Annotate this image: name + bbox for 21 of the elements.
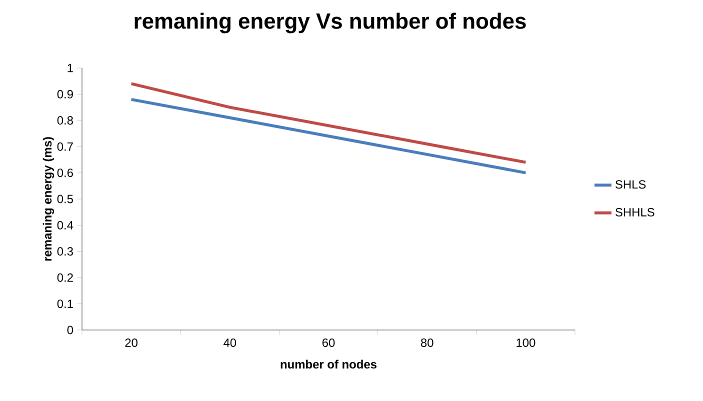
y-tick-label: 0.8: [57, 116, 73, 125]
y-tick-label: 1: [68, 64, 73, 72]
y-tick-label: 0: [67, 326, 74, 334]
y-tick-label: 0.6: [57, 168, 73, 178]
y-axis-title: remaning energy (ms): [42, 137, 54, 261]
y-tick-label: 0.9: [57, 90, 73, 98]
legend-label: SHHLS: [616, 208, 654, 216]
x-tick-label: 40: [224, 338, 236, 347]
y-tick-label: 0.7: [57, 142, 73, 151]
legend-label: SHLS: [616, 180, 646, 189]
y-tick-label: 0.1: [57, 300, 73, 308]
y-tick-label: 0.5: [57, 194, 73, 204]
x-tick-label: 20: [125, 338, 138, 347]
x-tick-label: 80: [420, 338, 434, 347]
y-tick-label: 0.4: [57, 220, 74, 230]
x-tick-label: 100: [516, 338, 536, 347]
y-tick-label: 0.3: [57, 247, 73, 256]
y-tick-label: 0.2: [57, 273, 73, 282]
chart-title: remaning energy Vs number of nodes: [134, 12, 526, 34]
x-axis-title: number of nodes: [280, 360, 376, 369]
x-tick-label: 60: [322, 338, 335, 347]
